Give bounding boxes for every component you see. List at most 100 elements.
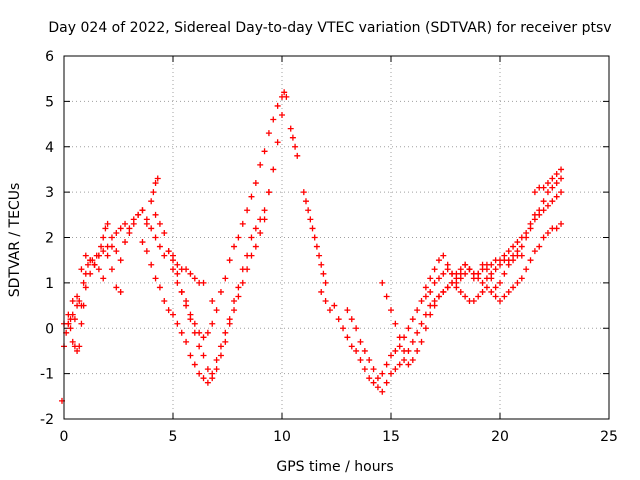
data-point xyxy=(475,293,482,300)
data-point xyxy=(78,266,85,273)
data-point xyxy=(204,366,211,373)
data-point xyxy=(488,275,495,282)
data-point xyxy=(305,207,312,214)
data-point xyxy=(252,225,259,232)
data-point xyxy=(217,343,224,350)
data-point xyxy=(126,225,133,232)
data-point xyxy=(427,275,434,282)
data-point xyxy=(553,180,560,187)
data-point xyxy=(357,338,364,345)
data-point xyxy=(558,189,565,196)
data-point xyxy=(475,270,482,277)
series-arc-09 xyxy=(318,175,565,395)
data-point xyxy=(318,288,325,295)
data-point xyxy=(161,229,168,236)
data-point xyxy=(409,357,416,364)
data-point xyxy=(405,361,412,368)
data-point xyxy=(87,270,94,277)
data-point xyxy=(344,307,351,314)
data-point xyxy=(113,248,120,255)
data-point xyxy=(326,307,333,314)
data-point xyxy=(87,257,94,264)
x-tick-label: 15 xyxy=(382,429,400,445)
data-point xyxy=(540,184,547,191)
data-point xyxy=(135,211,142,218)
data-point xyxy=(549,184,556,191)
data-point xyxy=(388,352,394,359)
data-point xyxy=(76,343,83,350)
data-point xyxy=(239,279,246,286)
data-point xyxy=(444,261,451,268)
data-point xyxy=(510,243,517,250)
data-point xyxy=(379,388,386,395)
data-point xyxy=(483,266,490,273)
data-point xyxy=(383,379,390,386)
data-point xyxy=(100,234,107,241)
data-point xyxy=(78,320,85,327)
data-point xyxy=(196,343,203,350)
data-point xyxy=(309,225,316,232)
data-point xyxy=(457,288,464,295)
data-point xyxy=(183,266,190,273)
data-point xyxy=(67,316,74,323)
data-point xyxy=(501,293,508,300)
data-point xyxy=(222,338,229,345)
data-point xyxy=(104,220,111,227)
data-point xyxy=(531,248,538,255)
data-point xyxy=(370,379,377,386)
data-point xyxy=(422,293,429,300)
plot-frame xyxy=(63,55,610,420)
data-point xyxy=(65,311,72,318)
data-point xyxy=(518,243,525,250)
data-point xyxy=(483,284,490,291)
data-point xyxy=(91,261,98,268)
data-point xyxy=(531,216,538,223)
data-point xyxy=(553,193,560,200)
data-point xyxy=(331,302,338,309)
data-point xyxy=(213,307,220,314)
data-point xyxy=(67,325,74,332)
series-arc-05 xyxy=(170,111,285,382)
data-point xyxy=(226,257,233,264)
data-point xyxy=(156,243,163,250)
data-point xyxy=(156,284,163,291)
data-point xyxy=(252,180,259,187)
data-point xyxy=(261,148,268,155)
data-point xyxy=(239,266,246,273)
data-point xyxy=(322,279,329,286)
data-point xyxy=(527,257,534,264)
data-point xyxy=(265,130,272,137)
data-point xyxy=(353,347,360,354)
data-point xyxy=(204,329,211,336)
data-point xyxy=(98,243,105,250)
data-point xyxy=(104,243,111,250)
data-point xyxy=(549,198,556,205)
data-point xyxy=(231,298,238,305)
data-point xyxy=(252,243,259,250)
data-point xyxy=(322,298,329,305)
data-point xyxy=(113,284,120,291)
data-point xyxy=(320,270,327,277)
data-point xyxy=(80,279,87,286)
data-point xyxy=(117,225,124,232)
data-point xyxy=(152,211,159,218)
data-point xyxy=(348,316,355,323)
data-point xyxy=(209,320,216,327)
y-tick-label: -2 xyxy=(40,412,54,428)
data-point xyxy=(348,343,355,350)
data-point xyxy=(76,298,83,305)
data-point xyxy=(265,189,272,196)
data-point xyxy=(514,252,521,259)
data-point xyxy=(435,257,442,264)
data-point xyxy=(100,248,107,255)
series-arc-07 xyxy=(287,125,301,159)
data-point xyxy=(427,311,434,318)
data-point xyxy=(148,261,155,268)
data-point xyxy=(165,248,172,255)
data-point xyxy=(449,270,456,277)
data-point xyxy=(453,279,460,286)
data-point xyxy=(366,375,373,382)
data-point xyxy=(479,261,486,268)
data-point xyxy=(152,234,159,241)
data-point xyxy=(95,252,102,259)
